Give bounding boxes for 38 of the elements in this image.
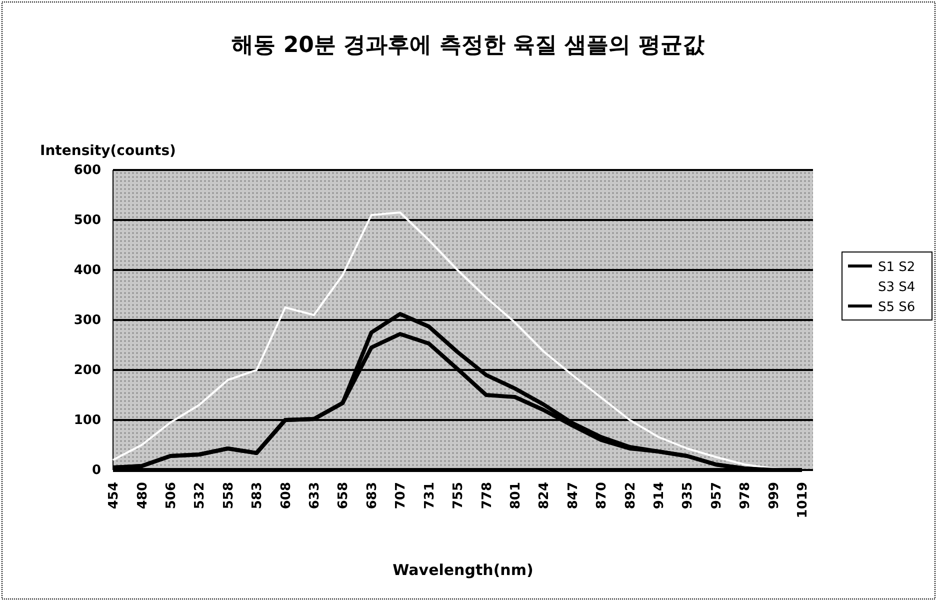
x-tick-label: 480 — [135, 482, 150, 510]
y-tick-label: 200 — [74, 363, 101, 378]
x-tick-label: 1019 — [796, 482, 811, 518]
x-tick-label: 755 — [451, 482, 466, 510]
y-tick-label: 100 — [74, 413, 101, 428]
y-axis-title: Intensity(counts) — [40, 143, 176, 159]
legend-label: S1 S2 — [878, 260, 916, 275]
x-tick-label: 683 — [364, 482, 380, 510]
legend-label: S5 S6 — [878, 300, 916, 315]
x-tick-label: 914 — [652, 482, 668, 510]
x-tick-label: 532 — [192, 482, 208, 510]
x-tick-label: 999 — [766, 482, 782, 510]
x-tick-label: 506 — [164, 482, 179, 510]
x-tick-label: 801 — [508, 482, 524, 510]
x-tick-label: 978 — [738, 482, 754, 510]
x-tick-label: 778 — [480, 482, 495, 510]
x-tick-label: 731 — [422, 482, 438, 510]
x-tick-label: 558 — [221, 482, 236, 510]
y-tick-label: 300 — [74, 313, 101, 328]
x-tick-label: 583 — [250, 482, 266, 510]
x-tick-label: 454 — [106, 482, 122, 510]
y-tick-label: 600 — [74, 163, 101, 178]
x-axis-title: Wavelength(nm) — [392, 561, 534, 579]
y-tick-label: 400 — [74, 263, 101, 278]
x-tick-label: 847 — [566, 482, 581, 510]
x-tick-label: 658 — [336, 482, 352, 510]
x-tick-label: 935 — [680, 482, 696, 510]
x-tick-label: 608 — [278, 482, 294, 510]
x-tick-label: 892 — [623, 482, 638, 510]
y-tick-label: 0 — [92, 463, 101, 478]
x-tick-label: 957 — [709, 482, 724, 510]
x-tick-label: 870 — [594, 482, 610, 510]
chart-title: 해동 20분 경과후에 측정한 육질 샘플의 평균값 — [232, 33, 704, 58]
x-tick-label: 633 — [308, 482, 323, 510]
text: S3 S4 — [878, 280, 916, 295]
x-tick-label: 707 — [394, 482, 409, 510]
x-tick-label: 824 — [537, 482, 552, 510]
y-tick-label: 500 — [74, 213, 101, 228]
